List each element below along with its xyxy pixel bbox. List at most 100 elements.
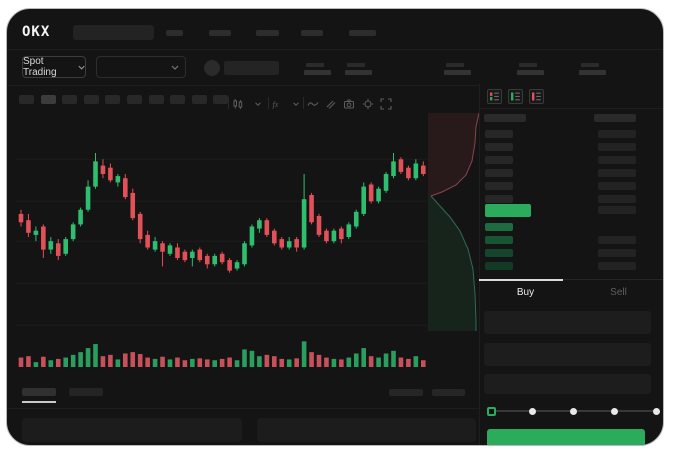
nav-item-placeholder[interactable] [301,30,323,36]
timeframe-button[interactable] [105,95,121,104]
candle [391,153,396,179]
timeframe-button[interactable] [62,95,78,104]
nav-item-placeholder[interactable] [209,30,231,36]
candle [100,159,106,179]
okx-logo[interactable]: OKX [22,24,51,40]
volume-bar [26,356,31,367]
candle [279,237,285,250]
orderbook-view-bids-button[interactable] [508,89,523,104]
indicators-icon: fx [273,100,279,109]
bottom-tab-active[interactable] [22,388,56,396]
orderbook-view-asks-button[interactable] [529,89,544,104]
candle [413,159,419,181]
ask-amount-placeholder [598,130,636,138]
chart-settings-button[interactable] [361,97,375,111]
volume-bar [242,349,247,367]
ask-price-placeholder[interactable] [485,130,513,138]
snapshot-button[interactable] [342,97,356,111]
orderbook-view-all-button[interactable] [487,89,502,104]
timeframe-button[interactable] [40,95,56,104]
nav-item-placeholder[interactable] [166,30,183,36]
candle [167,243,173,256]
candle-style-button[interactable] [231,97,245,111]
line-tool-button[interactable] [306,97,320,111]
timeframe-button[interactable] [170,95,186,104]
timeframe-button[interactable] [127,95,142,104]
chevron-down-icon [255,102,261,106]
candle [227,258,232,273]
candle [85,180,91,212]
ask-amount-placeholder [598,169,636,177]
timeframe-button[interactable] [191,95,207,104]
bottom-panel-left[interactable] [22,418,242,442]
slider-stop[interactable] [652,407,660,415]
volume-bar [361,348,366,367]
candle-style-icon [233,99,243,109]
timeframe-button[interactable] [148,95,164,104]
bottom-action-placeholder[interactable] [432,389,465,396]
draw-tool-button[interactable] [324,97,338,111]
bottom-tab[interactable] [69,388,103,396]
nav-item-placeholder[interactable] [256,30,279,36]
bottom-action-placeholder[interactable] [389,389,423,396]
bid-price-placeholder[interactable] [485,223,513,231]
candle [398,157,404,174]
ask-price-placeholder[interactable] [485,182,513,190]
volume-bar [294,358,299,367]
ask-price-placeholder[interactable] [485,156,513,164]
candle [197,247,203,263]
candle [324,228,329,244]
candle [115,174,121,187]
slider-stop[interactable] [611,407,619,415]
volume-bar [152,358,158,367]
bid-price-placeholder[interactable] [485,262,513,270]
nav-item-placeholder[interactable] [349,30,376,36]
timeframe-button[interactable] [83,95,99,104]
slider-handle[interactable] [486,406,496,416]
candlestick-chart[interactable] [15,109,427,375]
fullscreen-button[interactable] [379,97,393,111]
tab-sell[interactable]: Sell [610,287,627,298]
chevron-down-icon [78,65,85,70]
stat-value-placeholder [517,70,544,75]
stat-value-placeholder [444,70,471,75]
timeframe-button[interactable] [213,95,229,104]
bid-price-placeholder[interactable] [485,249,513,257]
slider-stop[interactable] [528,407,536,415]
candle-style-dropdown[interactable] [251,97,265,111]
volume-bar [234,360,240,367]
bid-price-placeholder[interactable] [485,236,513,244]
stat-label-placeholder [446,63,464,67]
slider-stop[interactable] [570,407,577,415]
ask-price-placeholder[interactable] [485,195,513,203]
indicators-button[interactable]: fx [270,97,284,111]
candle [70,222,76,242]
amount-input[interactable] [484,343,651,366]
volume-bar [48,360,54,367]
market-type-selector[interactable]: Spot Trading [22,56,86,78]
search-input[interactable] [73,25,154,40]
last-price-bar[interactable] [485,204,531,217]
tab-buy[interactable]: Buy [516,287,535,298]
indicators-dropdown[interactable] [289,97,303,111]
total-input[interactable] [484,374,651,394]
line-tool-icon [307,102,319,106]
volume-bar [63,357,68,367]
candle [41,224,46,258]
bottom-panel-right[interactable] [257,418,476,442]
volume-bar [182,360,188,367]
toolbar-divider [228,97,229,109]
candle [137,211,143,244]
ask-amount-placeholder [598,143,636,151]
bottom-divider [7,408,479,409]
price-input[interactable] [484,311,651,334]
buy-submit-button[interactable] [487,429,645,445]
ask-price-placeholder[interactable] [485,169,513,177]
candle [249,224,255,248]
timeframe-button[interactable] [19,95,34,104]
depth-chart[interactable] [428,109,481,335]
ask-amount-placeholder [598,182,636,190]
pair-selector[interactable] [96,56,186,78]
ask-price-placeholder[interactable] [485,143,513,151]
amount-slider [479,402,663,420]
